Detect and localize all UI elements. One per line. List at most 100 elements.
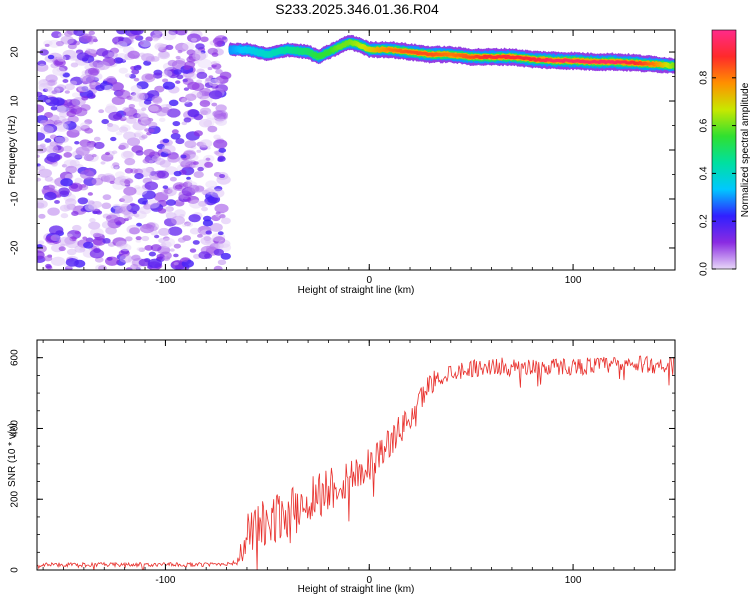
noise-blob [82, 236, 88, 240]
noise-blob [104, 105, 118, 114]
noise-blob [157, 51, 171, 60]
noise-blob [102, 194, 112, 201]
noise-blob [135, 236, 142, 241]
noise-blob [158, 51, 170, 58]
noise-blob [81, 86, 89, 91]
noise-blob [205, 117, 213, 123]
noise-blob [180, 154, 187, 159]
noise-blob [77, 83, 91, 93]
noise-blob [130, 84, 142, 93]
noise-blob [106, 103, 116, 110]
noise-blob [61, 164, 68, 168]
noise-blob [213, 110, 228, 120]
spec-ytick-label: -10 [10, 191, 21, 206]
noise-blob [207, 66, 213, 71]
noise-blob [116, 89, 131, 100]
noise-blob [173, 170, 182, 177]
noise-blob [197, 233, 203, 238]
snr-ylabel: SNR (10 * v/v) [7, 423, 18, 487]
noise-blob [154, 157, 166, 166]
noise-blob [163, 188, 173, 194]
noise-blob [167, 154, 181, 163]
spec-ytick-label: 0 [10, 147, 21, 153]
noise-blob [144, 181, 159, 191]
noise-blob [186, 179, 193, 184]
spec-xtick-label: 100 [565, 275, 582, 286]
noise-blob [173, 243, 182, 249]
noise-blob [219, 174, 226, 179]
noise-blob [136, 247, 143, 251]
noise-blob [59, 204, 71, 212]
noise-blob [130, 92, 137, 96]
noise-blob [150, 30, 163, 39]
noise-blob [54, 200, 60, 204]
spectrogram-ylabel: Frequency (Hz) [7, 116, 18, 185]
snr-xlabel: Height of straight line (km) [298, 584, 415, 595]
noise-blob [88, 61, 99, 68]
noise-blob [85, 168, 90, 172]
noise-blob [209, 222, 223, 232]
noise-blob [123, 186, 137, 196]
noise-blob [102, 80, 108, 84]
noise-blob [200, 236, 214, 246]
noise-blob [220, 217, 231, 225]
noise-blob [169, 248, 175, 252]
noise-blob [123, 36, 134, 44]
noise-blob [134, 210, 147, 219]
snr-ytick-label: 200 [10, 490, 21, 507]
noise-blob [62, 72, 70, 78]
noise-blob [60, 213, 69, 219]
noise-blob [102, 173, 115, 182]
noise-blob [145, 55, 156, 63]
noise-blob [92, 210, 98, 215]
noise-blob [37, 144, 47, 154]
noise-blob [105, 226, 117, 235]
noise-blob [49, 134, 58, 140]
noise-blob [101, 153, 114, 162]
noise-blob [173, 253, 179, 258]
noise-blob [38, 213, 46, 219]
noise-blob [63, 159, 77, 169]
noise-blob [78, 33, 93, 43]
noise-blob [177, 50, 183, 54]
noise-blob [215, 118, 228, 126]
noise-blob [134, 185, 141, 190]
noise-blob [143, 99, 152, 105]
noise-blob [74, 245, 86, 253]
noise-blob [95, 264, 106, 270]
noise-blob [168, 226, 183, 236]
noise-blob [45, 74, 58, 83]
noise-blob [64, 90, 70, 94]
noise-blob [188, 214, 201, 223]
noise-blob [88, 203, 97, 210]
noise-blob [136, 222, 142, 227]
spec-xtick-label: -100 [155, 275, 175, 286]
noise-blob [162, 78, 169, 83]
noise-blob [95, 84, 105, 92]
colorbar-tick-label: 0.0 [699, 262, 710, 276]
noise-blob [69, 55, 78, 61]
noise-blob [112, 203, 122, 210]
noise-blob [162, 30, 177, 41]
noise-blob [191, 82, 205, 91]
noise-blob [101, 202, 112, 210]
noise-blob [201, 190, 206, 194]
noise-blob [213, 248, 225, 256]
figure-title: S233.2025.346.01.36.R04 [275, 1, 439, 17]
noise-blob [120, 150, 135, 160]
noise-blob [217, 259, 227, 266]
noise-blob [71, 211, 79, 217]
noise-blob [44, 191, 57, 201]
noise-blob [52, 66, 66, 76]
noise-blob [84, 203, 96, 212]
noise-blob [93, 136, 101, 142]
noise-blob [185, 93, 197, 102]
noise-blob [172, 120, 181, 127]
noise-blob [37, 132, 46, 141]
noise-blob [44, 138, 52, 143]
noise-blob [39, 143, 46, 148]
noise-blob [118, 126, 129, 133]
noise-blob [53, 58, 66, 67]
